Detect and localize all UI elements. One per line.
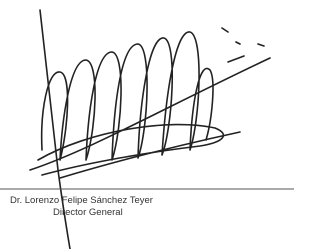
signer-position: Director General [53,207,123,218]
signature-page: Dr. Lorenzo Felipe Sánchez Teyer Directo… [0,0,294,249]
signer-name: Dr. Lorenzo Felipe Sánchez Teyer [10,195,153,206]
